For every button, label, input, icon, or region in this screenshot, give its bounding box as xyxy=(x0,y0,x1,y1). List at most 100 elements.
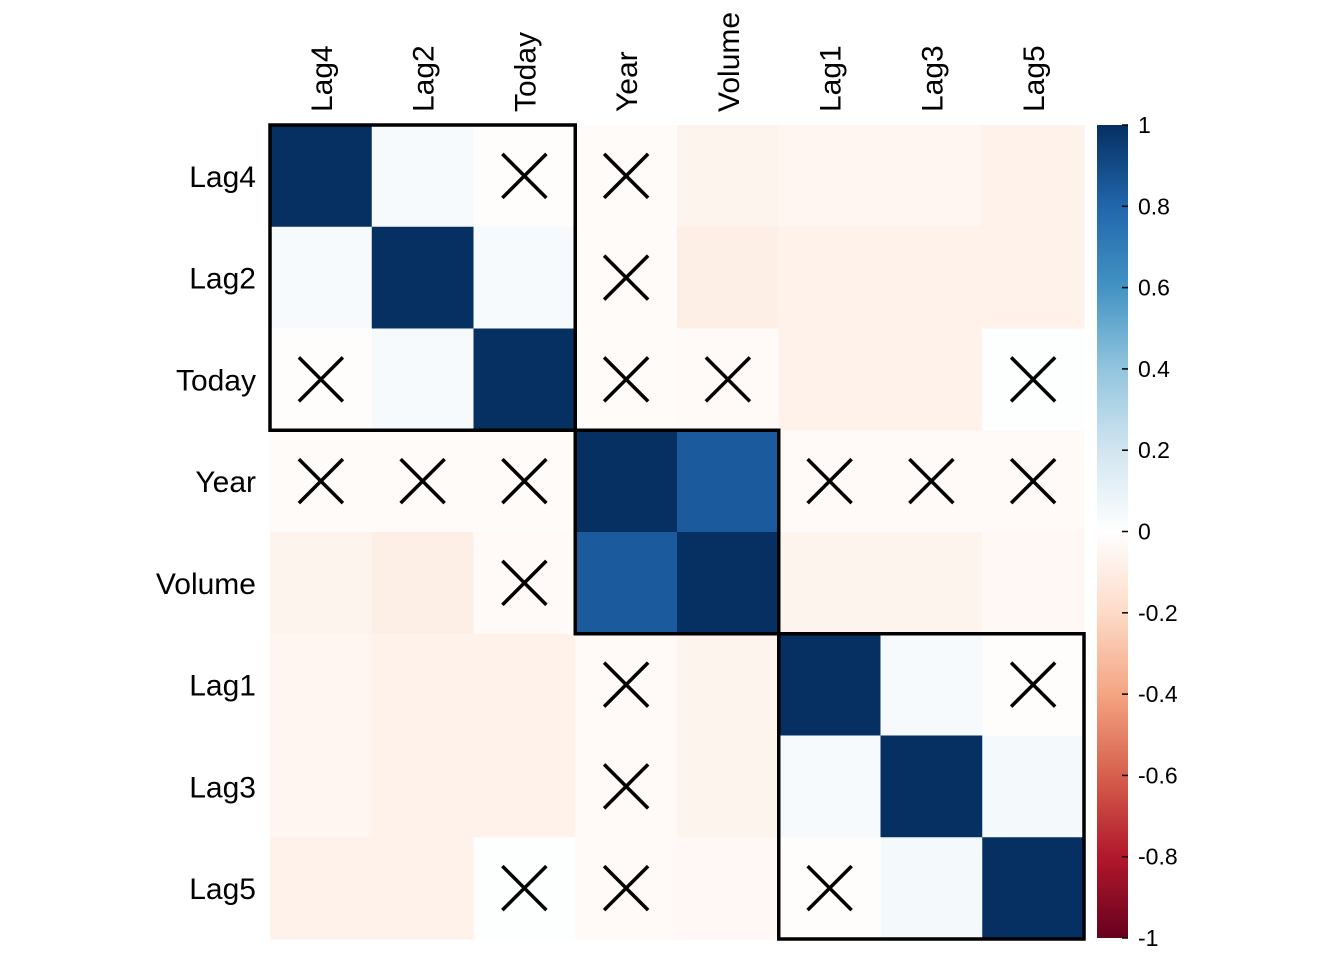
heatmap-cell-lag4-lag2 xyxy=(371,125,475,228)
column-label-year: Year xyxy=(611,51,644,112)
row-labels: Lag4 Lag2 Today Year Volume Lag1 Lag3 Lag5 xyxy=(156,161,256,906)
row-label-lag5: Lag5 xyxy=(189,873,256,906)
heatmap-cell-year-year xyxy=(575,430,678,533)
heatmap-cell-lag2-lag1 xyxy=(778,226,882,330)
insignificant-mark-lag4-today xyxy=(501,152,548,200)
heatmap-cell-lag2-volume xyxy=(677,226,780,330)
insignificant-mark-lag4-year xyxy=(602,152,650,200)
heatmap-cell-volume-year xyxy=(575,532,678,635)
colorbar-tick-label: -0.8 xyxy=(1138,844,1178,870)
heatmap-cell-lag4-lag3 xyxy=(880,125,983,228)
heatmap-cell-lag1-lag1 xyxy=(778,633,882,737)
insignificant-mark-year-lag4 xyxy=(297,457,345,505)
column-label-lag4: Lag4 xyxy=(306,45,339,112)
insignificant-mark-year-lag1 xyxy=(806,457,853,505)
colorbar-tick-label: 0.4 xyxy=(1138,356,1170,382)
heatmap-cell-lag5-lag3 xyxy=(880,837,983,940)
insignificant-mark-year-today xyxy=(501,457,548,505)
column-label-lag1: Lag1 xyxy=(815,45,848,112)
heatmap-cell-lag3-lag1 xyxy=(778,735,882,838)
insignificant-mark-lag1-year xyxy=(602,661,650,708)
insignificant-mark-lag3-year xyxy=(602,763,650,810)
heatmap-cell-lag2-lag5 xyxy=(982,226,1085,330)
insignificant-mark-lag5-today xyxy=(501,864,548,912)
insignificant-mark-today-lag5 xyxy=(1009,356,1057,403)
insignificant-mark-lag2-year xyxy=(602,254,650,301)
row-label-year: Year xyxy=(195,466,256,499)
heatmap-cell-volume-lag4 xyxy=(270,532,373,635)
heatmap-cell-lag1-lag3 xyxy=(880,633,983,737)
heatmap-cell-lag3-lag5 xyxy=(982,735,1085,838)
column-label-lag3: Lag3 xyxy=(916,45,949,112)
row-label-lag1: Lag1 xyxy=(189,670,256,703)
cluster-box-1 xyxy=(268,123,577,432)
heatmap-cell-volume-volume xyxy=(677,532,780,635)
colorbar-tick-label: -0.6 xyxy=(1138,762,1178,788)
insignificant-mark-volume-today xyxy=(501,559,548,607)
column-label-today: Today xyxy=(509,32,542,112)
cluster-boxes xyxy=(268,123,1086,941)
heatmap-cell-volume-lag2 xyxy=(371,532,475,635)
heatmap-cell-lag4-volume xyxy=(677,125,780,228)
cluster-box-3 xyxy=(777,632,1086,941)
heatmap-cell-lag5-lag5 xyxy=(982,837,1085,940)
heatmap-cell-today-today xyxy=(473,328,576,431)
heatmap-cell-volume-lag3 xyxy=(880,532,983,635)
column-labels: Lag4 Lag2 Today Year Volume Lag1 Lag3 Lag5 xyxy=(306,12,1051,112)
heatmap-cells xyxy=(270,125,1085,940)
row-label-today: Today xyxy=(176,364,256,397)
column-label-volume: Volume xyxy=(713,12,746,112)
heatmap-cell-today-lag3 xyxy=(880,328,983,431)
heatmap-cell-lag1-today xyxy=(473,633,576,737)
insignificant-mark-lag5-year xyxy=(602,864,650,912)
insignificant-mark-year-lag2 xyxy=(399,457,446,505)
row-label-lag3: Lag3 xyxy=(189,771,256,804)
colorbar-tick-label: -0.2 xyxy=(1138,600,1178,626)
colorbar-tick-label: 0.2 xyxy=(1138,437,1170,463)
insignificant-mark-lag5-lag1 xyxy=(806,864,853,912)
insignificant-mark-today-volume xyxy=(704,356,752,403)
heatmap-cell-lag2-lag3 xyxy=(880,226,983,330)
heatmap-cell-lag3-lag2 xyxy=(371,735,475,838)
colorbar-tick-label: -1 xyxy=(1138,925,1158,951)
heatmap-cell-volume-lag1 xyxy=(778,532,882,635)
heatmap-cell-today-lag1 xyxy=(778,328,882,431)
insignificant-mark-today-lag4 xyxy=(297,356,345,403)
heatmap-cell-lag5-lag4 xyxy=(270,837,373,940)
colorbar-tick-label: 0.6 xyxy=(1138,275,1170,301)
row-label-lag2: Lag2 xyxy=(189,263,256,296)
heatmap-cell-lag1-volume xyxy=(677,633,780,737)
heatmap-cell-volume-lag5 xyxy=(982,532,1085,635)
heatmap-cell-lag5-lag2 xyxy=(371,837,475,940)
insignificant-mark-today-year xyxy=(602,356,650,403)
heatmap-cell-lag1-lag2 xyxy=(371,633,475,737)
heatmap-cell-lag2-lag2 xyxy=(371,226,475,330)
column-label-lag5: Lag5 xyxy=(1018,45,1051,112)
heatmap-cell-lag2-lag4 xyxy=(270,226,373,330)
heatmap-cell-lag4-lag4 xyxy=(270,125,373,228)
heatmap-cell-lag4-lag1 xyxy=(778,125,882,228)
heatmap-cell-lag3-lag4 xyxy=(270,735,373,838)
column-label-lag2: Lag2 xyxy=(408,45,441,112)
heatmap-cell-today-lag2 xyxy=(371,328,475,431)
colorbar: 1 0.8 0.6 0.4 0.2 0 -0.2 -0.4 -0.6 -0.8 -1 xyxy=(1097,112,1178,951)
heatmap-cell-year-volume xyxy=(677,430,780,533)
heatmap-cell-lag2-today xyxy=(473,226,576,330)
insignificant-mark-year-lag3 xyxy=(908,457,955,505)
colorbar-tick-label: 0 xyxy=(1138,519,1151,545)
heatmap-cell-lag3-lag3 xyxy=(880,735,983,838)
row-label-volume: Volume xyxy=(156,568,256,601)
heatmap-cell-lag3-volume xyxy=(677,735,780,838)
insignificant-mark-lag1-lag5 xyxy=(1009,661,1057,708)
insignificance-marks xyxy=(297,152,1057,912)
heatmap-cell-lag1-lag4 xyxy=(270,633,373,737)
heatmap-cell-lag5-volume xyxy=(677,837,780,940)
heatmap-cell-lag3-today xyxy=(473,735,576,838)
insignificant-mark-year-lag5 xyxy=(1009,457,1057,505)
heatmap-cell-lag4-lag5 xyxy=(982,125,1085,228)
row-label-lag4: Lag4 xyxy=(189,161,256,194)
colorbar-tick-label: 0.8 xyxy=(1138,193,1170,219)
colorbar-tick-label: -0.4 xyxy=(1138,681,1178,707)
cluster-box-2 xyxy=(573,428,781,636)
